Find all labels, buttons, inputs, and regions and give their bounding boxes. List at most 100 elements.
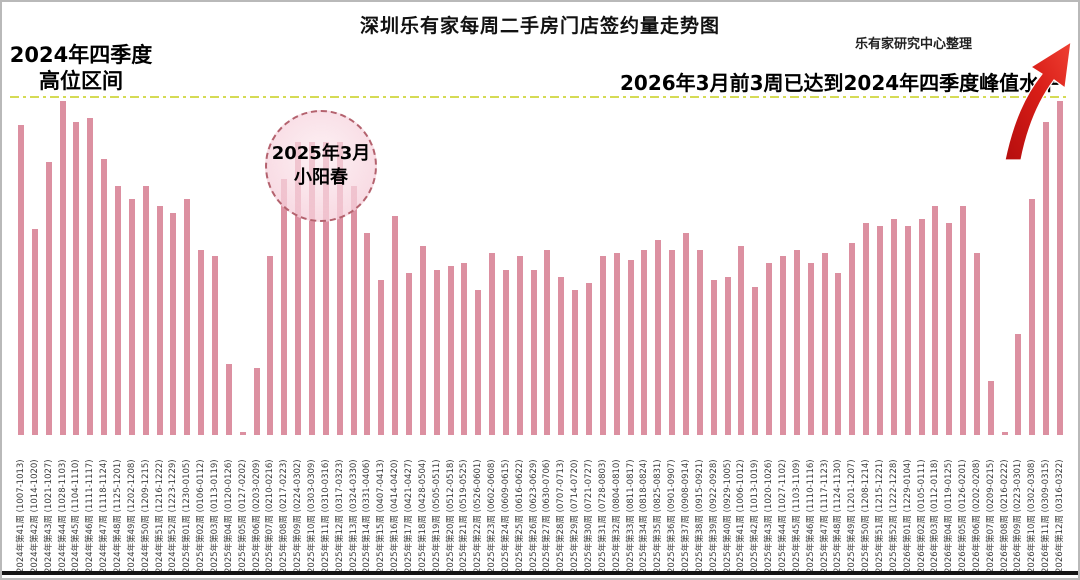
x-axis-label: 2025年第13周 (0324-0330) bbox=[348, 459, 359, 573]
bar bbox=[987, 381, 994, 435]
x-axis-label: 2025年第41周 (1006-1012) bbox=[736, 459, 747, 573]
bar bbox=[835, 273, 842, 435]
bar bbox=[419, 246, 426, 435]
bar bbox=[59, 101, 66, 435]
x-axis-label: 2024年第42周 (1014-1020) bbox=[29, 459, 40, 573]
bar bbox=[779, 256, 786, 435]
bar bbox=[211, 256, 218, 435]
x-axis-label: 2024年第41周 (1007-1013) bbox=[16, 459, 26, 573]
bar bbox=[239, 432, 246, 435]
bar bbox=[516, 256, 523, 435]
x-axis-label: 2025年第34周 (0818-0824) bbox=[639, 459, 650, 573]
bar bbox=[544, 250, 551, 435]
x-axis-label: 2025年第33周 (0811-0817) bbox=[625, 459, 636, 573]
bar bbox=[655, 240, 662, 435]
bar bbox=[45, 162, 52, 435]
bar bbox=[281, 179, 288, 435]
bar bbox=[73, 122, 80, 435]
bar bbox=[807, 263, 814, 435]
bar bbox=[793, 250, 800, 435]
x-axis-label: 2024年第50周 (1209-1215) bbox=[140, 459, 151, 573]
bar bbox=[253, 368, 260, 435]
bar bbox=[821, 253, 828, 435]
x-axis-label: 2025年第38周 (0915-0921) bbox=[694, 459, 705, 573]
bar bbox=[489, 253, 495, 435]
x-axis-label: 2025年第45周 (1103-1109) bbox=[791, 459, 802, 573]
x-axis-label: 2025年第35周 (0825-0831) bbox=[653, 459, 664, 573]
x-axis-label: 2024年第47周 (1118-1124) bbox=[99, 459, 110, 573]
bar bbox=[87, 118, 94, 435]
x-axis-label: 2025年第22周 (0526-0601) bbox=[473, 459, 484, 573]
bar bbox=[336, 142, 343, 435]
x-axis-label: 2025年第25周 (0616-0622) bbox=[514, 459, 525, 573]
bar bbox=[724, 277, 731, 435]
bar bbox=[364, 233, 371, 435]
annotation-spring-line2: 小阳春 bbox=[294, 167, 348, 188]
bar bbox=[295, 142, 302, 435]
x-axis-label: 2025年第05周 (0127-0202) bbox=[237, 459, 248, 573]
bar bbox=[613, 253, 620, 435]
bar bbox=[696, 250, 703, 435]
bar bbox=[752, 287, 759, 435]
bar bbox=[1015, 334, 1022, 435]
annotation-q4-high-range: 2024年四季度 高位区间 bbox=[8, 42, 154, 94]
bar bbox=[627, 260, 634, 435]
bar bbox=[960, 206, 966, 435]
x-axis-label: 2025年第01周 (1230-0105) bbox=[182, 459, 193, 573]
bar bbox=[558, 277, 565, 435]
x-axis-label: 2025年第09周 (0224-0302) bbox=[293, 459, 304, 573]
bar bbox=[170, 213, 177, 435]
x-axis-label: 2025年第10周 (0303-0309) bbox=[306, 459, 317, 573]
annotation-spring-line1: 2025年3月 bbox=[271, 143, 371, 164]
x-axis-label: 2025年第48周 (1124-1130) bbox=[833, 459, 844, 573]
x-axis-label: 2024年第44周 (1028-1103) bbox=[57, 459, 68, 573]
x-axis-label: 2025年第30周 (0721-0727) bbox=[584, 459, 594, 573]
x-axis-label: 2025年第04周 (0120-0126) bbox=[223, 459, 234, 573]
bar bbox=[904, 226, 911, 435]
bar bbox=[350, 186, 357, 435]
bar bbox=[641, 250, 648, 435]
x-axis-label: 2026年第01周 (1229-0104) bbox=[902, 459, 913, 573]
bar bbox=[308, 142, 315, 435]
annotation-q4-line1: 2024年四季度 bbox=[9, 43, 153, 67]
bar bbox=[669, 250, 676, 435]
bar bbox=[378, 280, 385, 435]
bar bbox=[599, 256, 606, 435]
bar bbox=[876, 226, 883, 435]
x-axis-label: 2024年第43周 (1021-1027) bbox=[43, 459, 54, 573]
trend-up-arrow-icon bbox=[1004, 40, 1072, 161]
x-axis-label: 2025年第31周 (0728-0803) bbox=[597, 459, 608, 573]
x-axis-label: 2025年第12周 (0317-0323) bbox=[334, 459, 345, 573]
x-axis-label: 2025年第47周 (1117-1123) bbox=[819, 459, 830, 573]
x-axis-label: 2024年第45周 (1104-1110) bbox=[71, 459, 82, 573]
bar bbox=[572, 290, 579, 435]
bar bbox=[405, 273, 412, 435]
x-axis-label: 2026年第05周 (0126-0201) bbox=[958, 459, 968, 573]
x-axis-label: 2025年第19周 (0505-0511) bbox=[431, 459, 442, 573]
x-axis-label: 2024年第49周 (1202-1208) bbox=[126, 459, 137, 573]
x-axis-label: 2024年第52周 (1223-1229) bbox=[168, 459, 179, 573]
bar bbox=[433, 270, 440, 435]
x-axis-label: 2026年第02周 (0105-0111) bbox=[916, 459, 927, 573]
bottom-border-line bbox=[2, 571, 1078, 575]
x-axis-label: 2025年第49周 (1201-1207) bbox=[847, 459, 858, 573]
x-axis-label: 2025年第26周 (0623-0629) bbox=[528, 459, 539, 573]
x-axis-label: 2025年第20周 (0512-0518) bbox=[445, 459, 456, 573]
bar bbox=[1001, 432, 1008, 435]
x-axis-label: 2025年第39周 (0922-0928) bbox=[708, 459, 719, 573]
x-axis-label: 2025年第37周 (0908-0914) bbox=[681, 459, 691, 573]
bar bbox=[225, 364, 232, 435]
x-axis-label: 2026年第12周 (0316-0322) bbox=[1055, 459, 1065, 573]
x-axis-label: 2025年第27周 (0630-0706) bbox=[542, 459, 553, 573]
bar bbox=[447, 266, 454, 435]
x-axis-label: 2025年第06周 (0203-0209) bbox=[251, 459, 262, 573]
x-axis-label: 2025年第16周 (0414-0420) bbox=[390, 459, 400, 573]
x-axis-label: 2025年第52周 (1222-1228) bbox=[888, 459, 899, 573]
x-axis-label: 2025年第14周 (0331-0406) bbox=[362, 459, 373, 573]
bar bbox=[18, 125, 24, 435]
x-axis-label: 2025年第23周 (0602-0608) bbox=[487, 459, 497, 573]
annotation-q4-line2: 高位区间 bbox=[39, 69, 123, 93]
x-axis-label: 2025年第18周 (0428-0504) bbox=[417, 459, 428, 573]
bar bbox=[738, 246, 745, 435]
